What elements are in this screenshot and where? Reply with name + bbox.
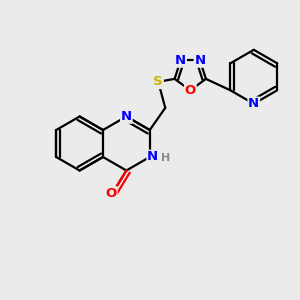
Text: N: N	[121, 110, 132, 123]
Text: S: S	[154, 75, 163, 88]
Text: H: H	[161, 153, 170, 163]
Text: N: N	[147, 151, 158, 164]
Text: N: N	[248, 97, 259, 110]
Text: N: N	[194, 54, 206, 67]
Text: O: O	[106, 187, 117, 200]
Text: O: O	[184, 84, 196, 97]
Text: N: N	[175, 54, 186, 67]
